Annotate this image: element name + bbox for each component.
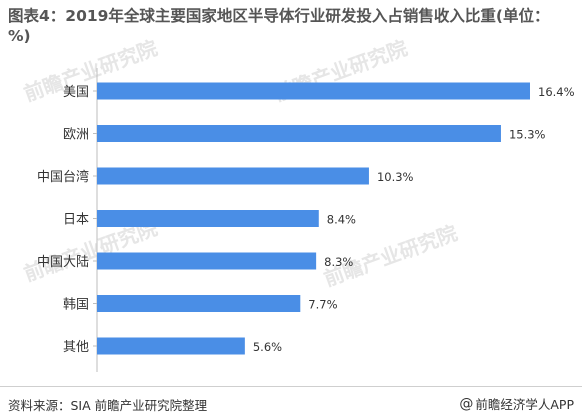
- value-label: 5.6%: [253, 340, 282, 354]
- bar: [97, 82, 530, 100]
- category-label: 中国台湾: [37, 169, 89, 185]
- value-label: 15.3%: [509, 128, 546, 142]
- bar: [97, 337, 245, 355]
- category-label: 美国: [63, 85, 89, 100]
- value-label: 10.3%: [377, 170, 414, 184]
- brand-label: 前瞻经济学人APP: [475, 397, 574, 412]
- bar: [97, 210, 319, 227]
- bar: [97, 295, 301, 312]
- value-label: 16.4%: [538, 85, 575, 99]
- bar: [97, 167, 369, 185]
- category-label: 中国大陆: [37, 254, 89, 270]
- category-label: 韩国: [63, 298, 89, 313]
- bar-chart: 美国 16.4% 欧洲 15.3% 中国台湾 10.3% 日本 8.4% 中国大陆 8.3% 韩国 7…: [37, 68, 575, 372]
- value-label: 8.4%: [327, 213, 356, 227]
- chart-title: 图表4：2019年全球主要国家地区半导体行业研发投入占销售收入比重(单位：%): [8, 7, 550, 45]
- category-label: 其他: [63, 340, 89, 355]
- source-note: 资料来源：SIA 前瞻产业研究院整理: [8, 398, 208, 413]
- footer: 资料来源：SIA 前瞻产业研究院整理 @ 前瞻经济学人APP: [0, 386, 582, 420]
- value-label: 7.7%: [308, 298, 337, 312]
- category-label: 欧洲: [63, 128, 89, 143]
- bar: [97, 125, 501, 142]
- brand-logo-icon: @: [459, 395, 474, 412]
- bar: [97, 252, 317, 270]
- brand: @ 前瞻经济学人APP: [459, 394, 574, 413]
- value-label: 8.3%: [324, 255, 353, 269]
- category-label: 日本: [63, 213, 89, 228]
